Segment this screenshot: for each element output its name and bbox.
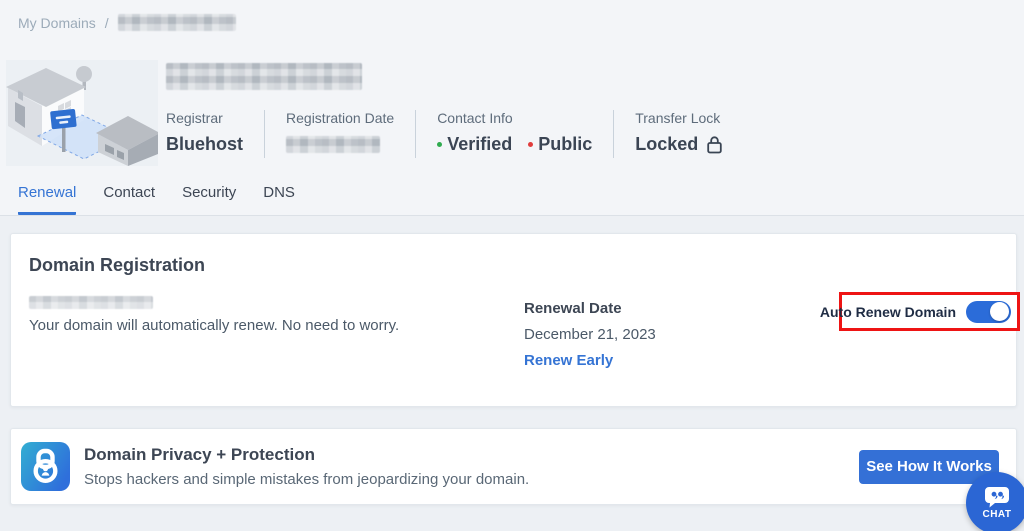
renewal-date-label: Renewal Date [524,300,622,317]
see-how-it-works-button[interactable]: See How It Works [859,449,999,484]
stat-contact-info: Contact Info Verified Public [415,110,613,158]
lock-icon [707,136,722,154]
public-dot-icon [528,142,534,147]
verified-dot-icon [437,142,443,147]
domain-stats-row: Registrar Bluehost Registration Date Con… [166,110,744,158]
redacted-breadcrumb-domain [117,14,236,31]
auto-renew-toggle[interactable] [966,300,1011,323]
privacy-card-title: Domain Privacy + Protection [84,445,315,464]
chat-button-label: CHAT [982,509,1012,520]
chat-bubble-icon [985,487,1009,508]
transfer-lock-value: Locked [635,134,723,155]
domain-registration-card: Domain Registration Your domain will aut… [10,233,1020,407]
domain-houses-illustration [6,60,158,166]
renew-early-link[interactable]: Renew Early [524,352,614,369]
tab-security[interactable]: Security [182,184,237,201]
domain-privacy-card: Domain Privacy + Protection Stops hacker… [10,428,1017,505]
renewal-date-column: Renewal Date December 21, 2023 Renew Ear… [524,300,656,369]
contact-info-label: Contact Info [437,110,513,126]
stat-transfer-lock: Transfer Lock Locked [613,110,744,158]
toggle-knob [990,302,1009,321]
registration-date-label: Registration Date [286,110,395,126]
stat-registrar: Registrar Bluehost [166,110,264,158]
breadcrumb-separator: / [104,14,109,31]
redacted-registration-date [286,136,381,153]
registrar-value: Bluehost [166,134,244,154]
breadcrumb: My Domains / [18,14,236,31]
chat-button[interactable]: CHAT [966,472,1024,531]
domain-tabs: Renewal Contact Security DNS [18,184,295,215]
tab-dns[interactable]: DNS [263,184,295,201]
breadcrumb-my-domains-link[interactable]: My Domains [18,14,96,31]
privacy-card-description: Stops hackers and simple mistakes from j… [84,471,530,488]
verified-badge: Verified [437,134,512,155]
public-badge: Public [528,134,592,155]
auto-renew-annotation-highlight: Auto Renew Domain [820,292,1020,331]
redacted-domain-name [29,296,153,309]
renewal-date-value: December 21, 2023 [524,326,656,343]
auto-renew-label: Auto Renew Domain [819,303,956,320]
domain-header-section: My Domains / [0,0,1024,216]
privacy-lock-icon [21,442,70,491]
redacted-domain-name-title [166,63,362,90]
stat-registration-date: Registration Date [264,110,415,158]
tab-renewal[interactable]: Renewal [18,184,77,215]
registration-card-title: Domain Registration [29,255,206,275]
auto-renew-note: Your domain will automatically renew. No… [29,317,400,334]
transfer-lock-label: Transfer Lock [635,110,721,126]
tab-contact[interactable]: Contact [103,184,156,201]
registrar-label: Registrar [166,110,223,126]
